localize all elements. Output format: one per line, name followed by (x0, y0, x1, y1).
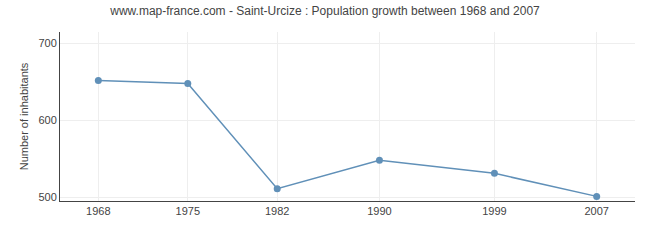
svg-text:600: 600 (38, 114, 56, 126)
svg-text:1999: 1999 (482, 205, 506, 217)
svg-text:1968: 1968 (86, 205, 110, 217)
svg-text:www.map-france.com - Saint-Urc: www.map-france.com - Saint-Urcize : Popu… (109, 4, 540, 18)
svg-text:500: 500 (38, 191, 56, 203)
svg-text:2007: 2007 (584, 205, 608, 217)
svg-text:Number of inhabitants: Number of inhabitants (18, 62, 30, 170)
svg-text:1975: 1975 (176, 205, 200, 217)
svg-text:700: 700 (38, 37, 56, 49)
svg-text:1982: 1982 (265, 205, 289, 217)
svg-text:1990: 1990 (367, 205, 391, 217)
